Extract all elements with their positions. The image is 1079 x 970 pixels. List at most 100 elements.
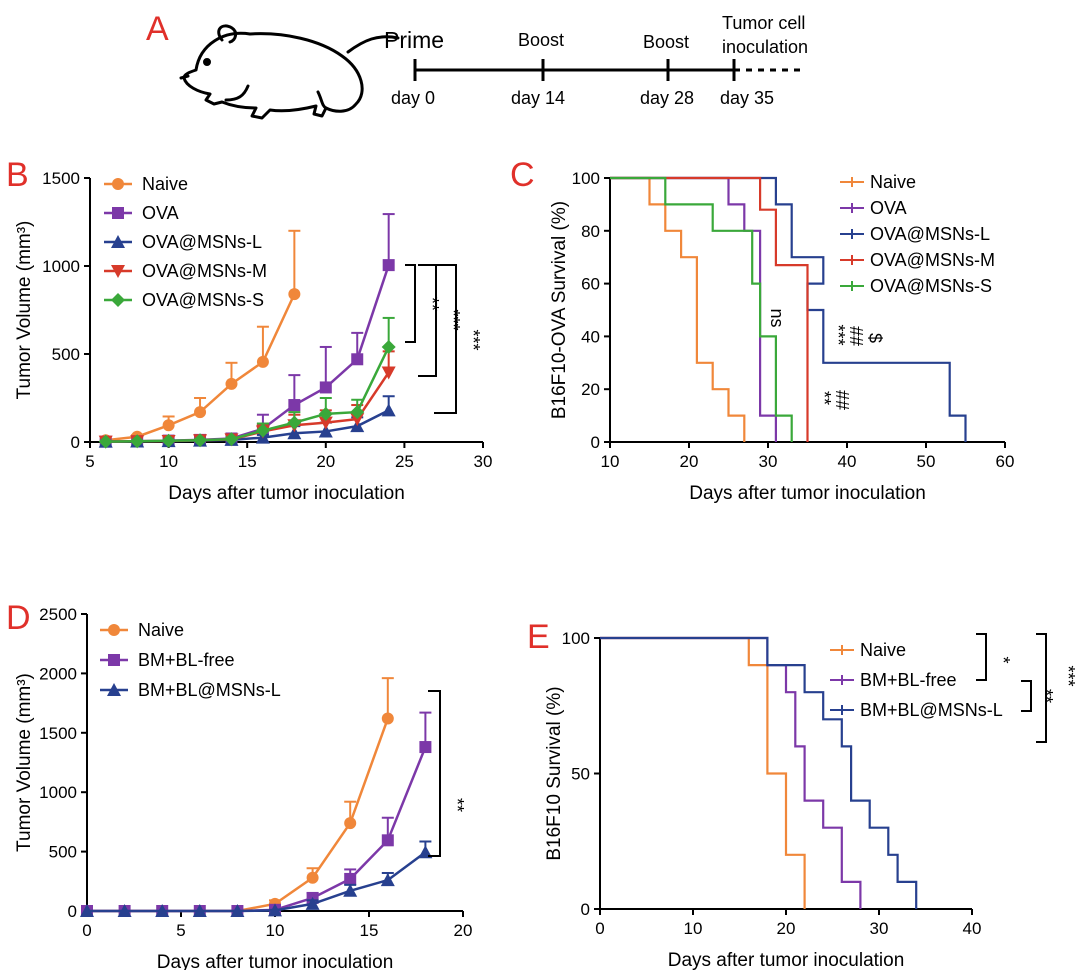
legend-marker: [111, 293, 125, 307]
x-tick-label: 30: [474, 452, 493, 471]
x-tick-label: 20: [454, 921, 473, 940]
y-tick-label: 0: [71, 433, 80, 452]
data-point: [288, 288, 301, 301]
data-point: [192, 904, 207, 917]
legend-label: OVA@MSNs-M: [870, 250, 995, 270]
timeline-inoculation-label-1: Tumor cell: [722, 13, 805, 33]
survival-curve: [600, 636, 806, 909]
significance-bracket: [1036, 633, 1047, 743]
data-point: [98, 434, 113, 449]
x-axis-title: Days after tumor inoculation: [689, 483, 926, 504]
significance-label: ##: [846, 326, 866, 346]
x-tick-label: 10: [266, 921, 285, 940]
panel-letter-e: E: [527, 618, 550, 656]
data-point: [350, 405, 365, 420]
data-point: [162, 419, 175, 432]
series-line: [105, 371, 390, 443]
data-point: [344, 817, 357, 830]
x-tick-label: 10: [601, 452, 620, 471]
legend-label: OVA@MSNs-L: [142, 232, 262, 252]
data-point: [380, 873, 395, 887]
data-point: [194, 406, 207, 419]
significance-bracket: [976, 633, 987, 681]
legend-label: BM+BL-free: [860, 670, 957, 690]
panel-letter-d: D: [6, 599, 31, 637]
data-point: [419, 741, 432, 754]
legend-label: OVA@MSNs-M: [142, 261, 267, 281]
x-axis-title: Days after tumor inoculation: [668, 950, 905, 970]
data-point: [268, 903, 282, 917]
series-0: Naive: [600, 636, 906, 909]
legend-label: Naive: [138, 620, 184, 640]
series-line: [105, 293, 296, 442]
data-point: [351, 353, 364, 366]
x-tick-label: 5: [85, 452, 94, 471]
survival-curve: [610, 176, 793, 442]
legend-marker: [112, 178, 124, 190]
x-tick-label: 25: [395, 452, 414, 471]
legend-label: OVA: [142, 203, 179, 223]
data-point: [418, 845, 433, 859]
data-point: [288, 399, 301, 412]
legend-label: OVA: [870, 198, 907, 218]
significance-label: ***: [828, 324, 848, 345]
y-tick-label: 20: [581, 380, 600, 399]
data-point: [344, 872, 357, 885]
legend-label: BM+BL@MSNs-L: [860, 700, 1003, 720]
significance-label: ##: [832, 390, 852, 410]
x-tick-label: 10: [684, 919, 703, 938]
series-3: OVA@MSNs-M: [610, 176, 995, 442]
series-line: [87, 746, 427, 913]
y-tick-label: 100: [562, 629, 590, 648]
series-line: [87, 851, 427, 913]
y-tick-label: 2500: [39, 605, 77, 624]
significance-label: *: [993, 656, 1013, 663]
data-point: [287, 426, 302, 440]
survival-curve: [610, 176, 809, 442]
chart-c-survival: C 10 20 30 40 50 60 0 20 40 60 80 100 Days after tumo…: [510, 156, 1014, 504]
legend-label: BM+BL-free: [138, 650, 235, 670]
data-point: [256, 355, 269, 368]
survival-curve: [610, 176, 746, 442]
significance-bracket: [1021, 680, 1032, 712]
legend-label: Naive: [870, 172, 916, 192]
y-tick-label: 40: [581, 327, 600, 346]
y-tick-label: 50: [571, 765, 590, 784]
timeline-inoculation-label-2: inoculation: [722, 37, 808, 57]
series-2: BM+BL@MSNs-L: [80, 680, 433, 917]
significance-label: ns: [767, 308, 787, 327]
significance-label: **: [1036, 689, 1056, 703]
data-point: [318, 424, 333, 438]
survival-curve: [600, 636, 918, 909]
legend-label: OVA@MSNs-L: [870, 224, 990, 244]
timeline-day-0: day 0: [391, 88, 435, 108]
series-line: [105, 346, 390, 443]
series-4: OVA@MSNs-S: [98, 290, 396, 449]
data-point: [80, 904, 94, 917]
data-point: [255, 423, 270, 438]
data-point: [230, 904, 245, 917]
legend-marker: [108, 654, 120, 666]
data-point: [319, 381, 332, 394]
y-tick-label: 0: [591, 433, 600, 452]
x-tick-label: 20: [316, 452, 335, 471]
legend-label: Naive: [860, 640, 906, 660]
data-point: [130, 434, 145, 449]
data-point: [155, 904, 170, 917]
timeline-boost-label-2: Boost: [643, 32, 689, 52]
x-tick-label: 20: [680, 452, 699, 471]
data-point: [382, 259, 395, 272]
schedule-panel: A Prime Boost Boost Tumor cell inoculati…: [146, 10, 808, 120]
timeline-day-28: day 28: [640, 88, 694, 108]
significance-label: **: [814, 391, 834, 405]
data-point: [161, 433, 176, 448]
series-2: BM+BL@MSNs-L: [600, 636, 1003, 909]
significance-label: **: [422, 297, 442, 311]
chart-e-survival: E 0 10 20 30 40 0 50 100 Days after tumor inocula…: [527, 618, 1078, 970]
x-tick-label: 15: [360, 921, 379, 940]
timeline-day-14: day 14: [511, 88, 565, 108]
data-point: [318, 416, 333, 430]
chart-d-tumor-volume: D 0 5 10 15 20 0 500 1000 1500 2000 2500 Days after …: [6, 599, 472, 970]
legend-marker: [112, 207, 124, 219]
y-axis-title: Tumor Volume (mm³): [14, 673, 35, 852]
